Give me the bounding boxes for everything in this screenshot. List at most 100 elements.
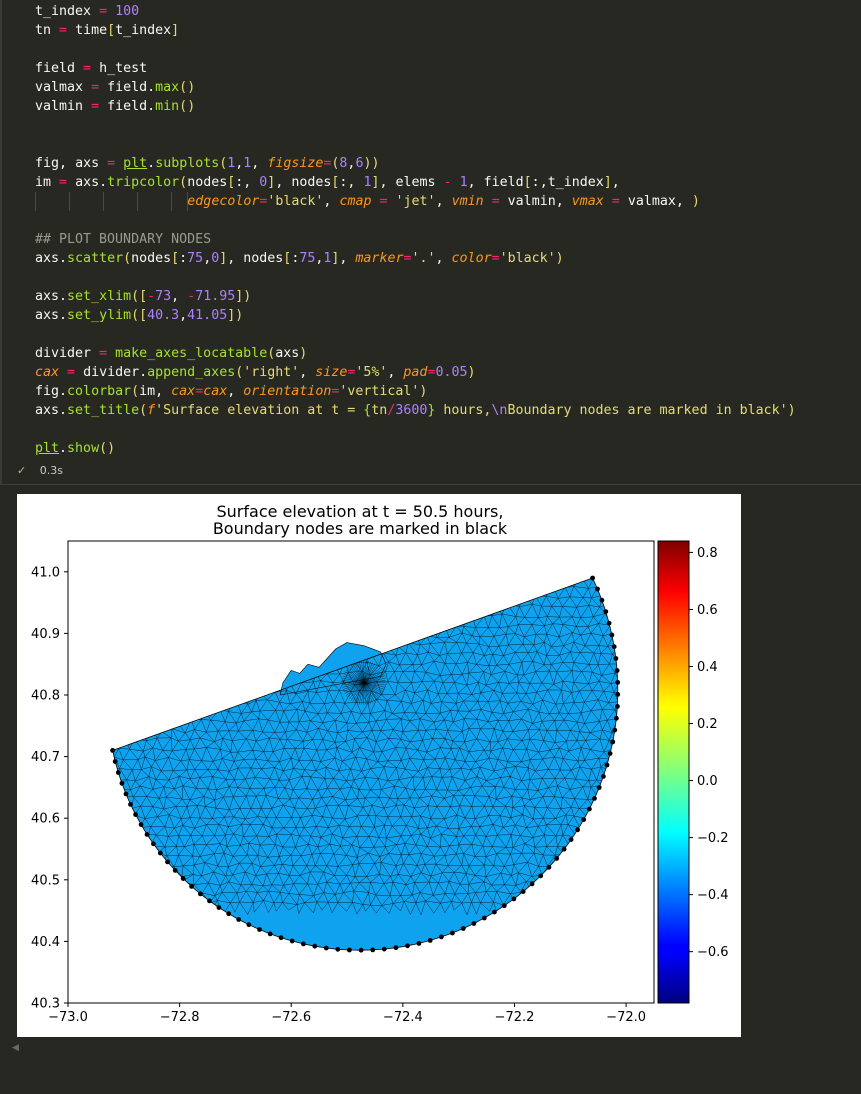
boundary-node — [358, 947, 364, 953]
boundary-node — [546, 864, 552, 870]
colorbar-tick-label: 0.0 — [697, 774, 718, 789]
boundary-node — [189, 884, 195, 889]
boundary-node — [607, 751, 613, 756]
cell-output: Surface elevation at t = 50.5 hours, Boun… — [17, 494, 741, 1037]
boundary-node — [157, 850, 163, 856]
boundary-node — [460, 926, 466, 931]
colorbar-axis: 0.8 0.6 0.4 0.2 0.0 −0.2 −0.4 −0.6 — [689, 546, 729, 960]
boundary-node — [172, 868, 178, 873]
boundary-node — [590, 575, 595, 581]
x-tick-label: −72.0 — [606, 1010, 646, 1025]
code-editor[interactable]: t_index = 100 tn = time[t_index] field =… — [35, 4, 796, 456]
boundary-node — [612, 727, 618, 733]
scroll-left-icon[interactable]: ◀ — [12, 1043, 19, 1053]
boundary-node — [587, 806, 592, 812]
plot-title-line: Surface elevation at t = 50.5 hours, — [217, 502, 504, 521]
x-tick-label: −72.8 — [160, 1010, 200, 1025]
boundary-node — [581, 817, 587, 822]
boundary-node — [370, 947, 376, 953]
x-tick-label: −72.6 — [271, 1010, 311, 1025]
y-tick-label: 40.3 — [31, 997, 60, 1012]
boundary-node — [347, 947, 352, 953]
boundary-node — [615, 692, 621, 697]
boundary-node — [614, 715, 619, 721]
execution-duration: 0.3s — [39, 464, 63, 477]
boundary-node — [611, 644, 617, 650]
boundary-node — [538, 873, 544, 879]
boundary-node — [561, 846, 567, 852]
boundary-node — [471, 921, 477, 926]
boundary-node — [381, 946, 387, 952]
boundary-node — [289, 938, 295, 944]
y-axis: 40.3 40.4 40.5 40.6 40.7 40.8 40.9 41.0 — [31, 565, 68, 1012]
colorbar-tick-label: 0.4 — [697, 660, 718, 675]
boundary-node — [554, 856, 560, 861]
boundary-node — [246, 922, 252, 928]
plot-figure: Surface elevation at t = 50.5 hours,Boun… — [31, 502, 729, 1025]
mesh-dense-lines — [341, 660, 386, 705]
boundary-node — [151, 841, 156, 847]
boundary-node — [267, 931, 273, 937]
colorbar-tick-label: −0.6 — [697, 945, 729, 960]
boundary-node — [112, 759, 118, 764]
boundary-node — [603, 609, 609, 614]
boundary-node — [119, 780, 125, 786]
colorbar-tick-label: 0.8 — [697, 546, 718, 561]
boundary-node — [606, 620, 612, 626]
boundary-node — [604, 762, 610, 768]
execution-status: ✓ 0.3s — [17, 464, 63, 477]
boundary-node — [592, 796, 597, 801]
boundary-node — [601, 774, 606, 779]
y-tick-label: 40.5 — [31, 873, 60, 888]
boundary-node — [393, 945, 399, 951]
boundary-node — [610, 739, 616, 745]
colorbar-tick-label: −0.4 — [697, 888, 729, 903]
boundary-node — [115, 770, 121, 775]
mesh — [112, 577, 619, 951]
cell-divider — [0, 484, 861, 485]
boundary-node — [323, 945, 329, 951]
boundary-node — [138, 822, 144, 827]
x-tick-label: −72.2 — [495, 1010, 535, 1025]
boundary-node — [257, 927, 262, 932]
boundary-node — [128, 802, 133, 807]
boundary-node — [226, 911, 232, 917]
boundary-node — [301, 941, 306, 947]
y-tick-label: 40.4 — [31, 935, 60, 950]
y-tick-label: 40.7 — [31, 750, 60, 765]
boundary-node — [481, 915, 487, 921]
boundary-node — [416, 941, 422, 946]
boundary-node — [236, 917, 242, 922]
boundary-node — [427, 938, 433, 943]
x-tick-label: −72.4 — [383, 1010, 423, 1025]
x-tick-label: −73.0 — [48, 1010, 88, 1025]
y-tick-label: 40.8 — [31, 689, 60, 704]
y-tick-label: 40.9 — [31, 627, 60, 642]
colorbar-tick-label: 0.6 — [697, 603, 718, 618]
boundary-nodes — [110, 575, 621, 953]
boundary-node — [165, 859, 170, 865]
boundary-node — [405, 943, 410, 949]
plot-title: Surface elevation at t = 50.5 hours,Boun… — [213, 502, 508, 538]
code-cell[interactable]: t_index = 100 tn = time[t_index] field =… — [0, 0, 861, 484]
boundary-node — [180, 876, 186, 881]
plot-title-line: Boundary nodes are marked in black — [213, 519, 508, 538]
colorbar — [657, 540, 690, 1004]
boundary-node — [335, 946, 341, 952]
mesh-outline — [112, 577, 619, 951]
boundary-node — [439, 934, 444, 940]
y-tick-label: 41.0 — [31, 565, 60, 580]
mesh-island — [279, 642, 387, 696]
boundary-node — [575, 827, 580, 833]
x-axis: −73.0 −72.8 −72.6 −72.4 −72.2 −72.0 — [48, 1003, 646, 1025]
boundary-node — [615, 704, 620, 709]
boundary-node — [312, 943, 318, 949]
boundary-node — [216, 905, 222, 910]
boundary-node — [529, 881, 535, 887]
boundary-node — [492, 909, 497, 915]
boundary-node — [520, 889, 526, 894]
boundary-node — [613, 656, 619, 661]
boundary-node — [511, 896, 517, 902]
boundary-node — [450, 930, 455, 936]
cell-border — [0, 0, 2, 484]
